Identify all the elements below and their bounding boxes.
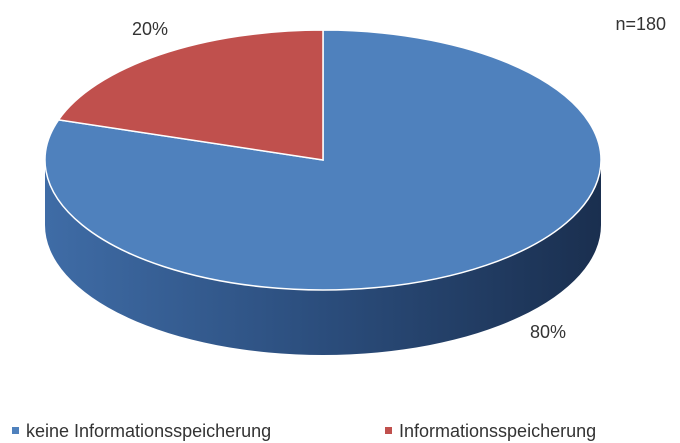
legend-marker (385, 427, 392, 434)
legend-label: Informationsspeicherung (399, 421, 596, 441)
value-label: 20% (132, 19, 168, 39)
annotation: n=180 (615, 14, 666, 34)
legend-label: keine Informationsspeicherung (26, 421, 271, 441)
legend-marker (12, 427, 19, 434)
slice-side (45, 160, 601, 355)
slice (57, 29, 324, 161)
value-label: 80% (530, 322, 566, 342)
